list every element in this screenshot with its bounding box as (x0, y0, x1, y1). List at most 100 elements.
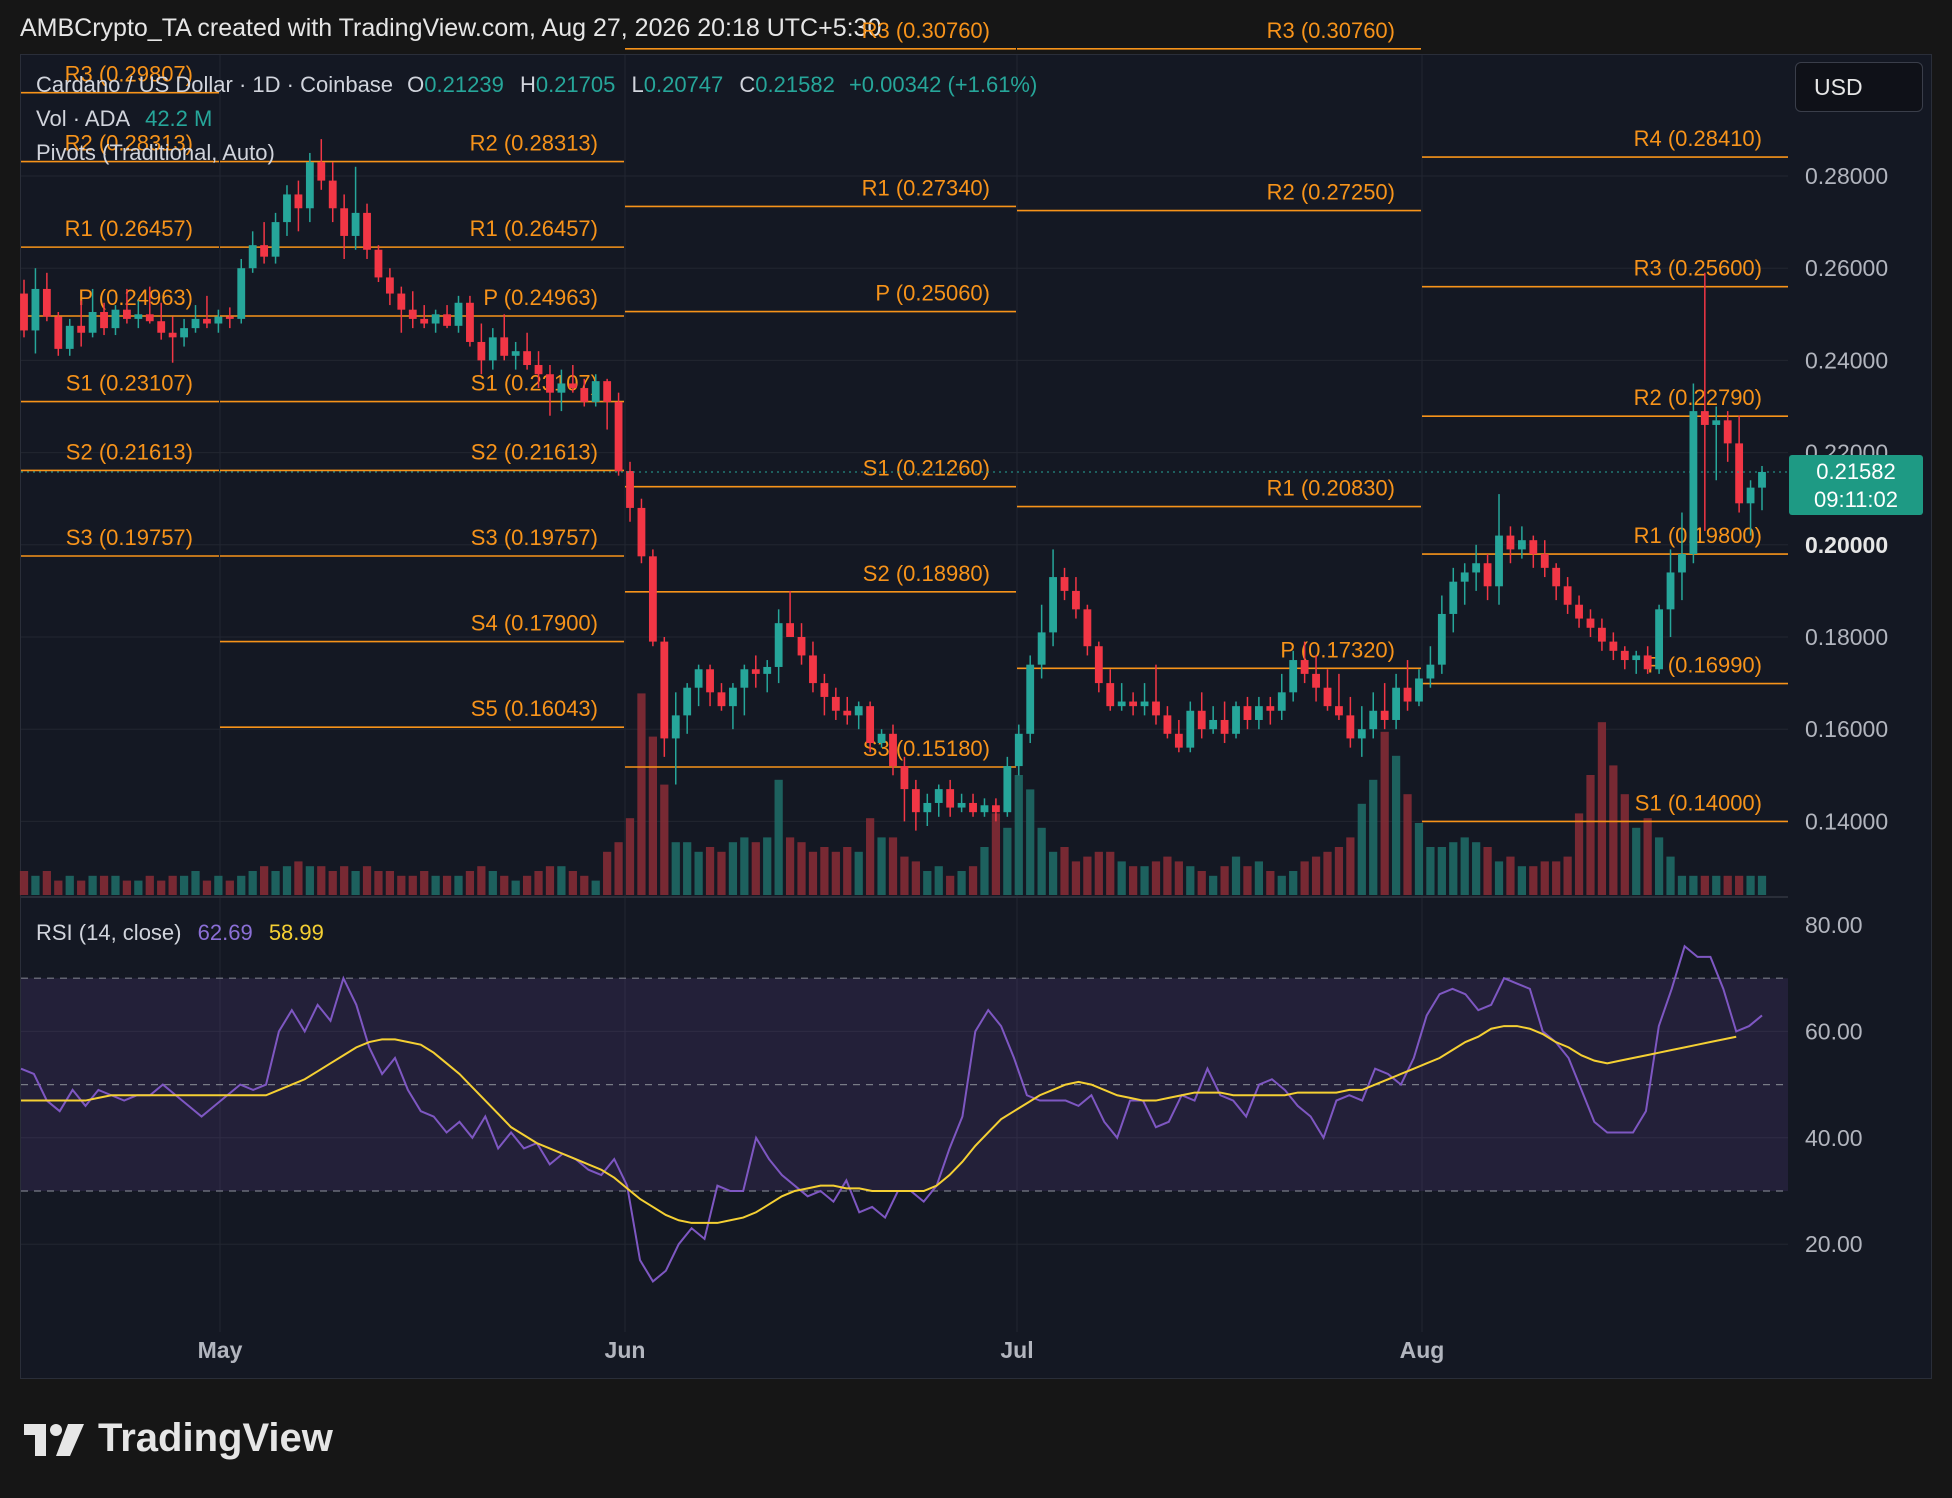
candle-body (340, 208, 349, 236)
candle-body (134, 314, 143, 319)
volume-bar (19, 871, 29, 895)
pivot-label: S4 (0.17900) (471, 611, 598, 636)
volume-bar (763, 837, 772, 895)
pivot-label: S1 (0.21260) (863, 456, 990, 481)
candle-body (603, 381, 612, 402)
candle-body (77, 325, 86, 333)
tradingview-wordmark[interactable]: TradingView (98, 1416, 333, 1460)
pivot-label: S2 (0.21613) (66, 439, 193, 464)
close-label: C (739, 72, 756, 97)
symbol-name[interactable]: Cardano / US Dollar · 1D · Coinbase (36, 72, 394, 97)
volume-bar (1632, 827, 1641, 895)
pivot-levels: R3 (0.29807) R2 (0.28313) R1 (0.26457) P (0… (21, 18, 1788, 823)
candle-body (203, 318, 211, 324)
volume-bar (774, 779, 783, 895)
candle-body (831, 696, 840, 711)
candle-body (1163, 715, 1172, 734)
volume-bar (1254, 861, 1264, 895)
volume-bar (145, 875, 154, 895)
volume-bar (797, 842, 806, 895)
candle-body (1678, 554, 1686, 573)
volume-bar (888, 837, 898, 895)
pivot-label: R4 (0.28410) (1634, 126, 1762, 151)
volume-bar (877, 837, 886, 895)
chart-frame[interactable] (20, 54, 1932, 1379)
candles (20, 139, 1788, 831)
candle-body (122, 309, 131, 319)
volume-bar (1231, 856, 1241, 895)
candle-body (1460, 572, 1469, 582)
volume-bar (1483, 847, 1492, 895)
pivot-label: R2 (0.28313) (470, 131, 598, 156)
candle-body (694, 669, 703, 688)
candle-body (1529, 540, 1538, 555)
volume-legend[interactable]: Vol · ADA 42.2 M (36, 106, 212, 132)
volume-bar (1677, 875, 1687, 895)
candle-body (1369, 710, 1378, 730)
candle-body (1186, 710, 1195, 748)
candle-body (111, 309, 120, 329)
rsi-ma-value: 58.99 (268, 920, 324, 945)
candle-body (488, 337, 497, 361)
volume-bar (328, 871, 337, 895)
last-price: 0.21582 (1816, 459, 1896, 484)
volume-bar (1243, 866, 1252, 895)
candle-body (1094, 646, 1103, 684)
open-value: 0.21239 (424, 72, 504, 97)
volume-bar (111, 875, 120, 895)
volume-bar (1106, 851, 1115, 895)
time-tick-label: May (198, 1337, 243, 1363)
candle-body (957, 802, 966, 808)
price-tick-label: 0.16000 (1805, 716, 1888, 742)
candle-body (1174, 733, 1183, 748)
currency-selector[interactable]: USD (1795, 62, 1923, 112)
volume-bar (1140, 866, 1149, 895)
candle-body (1140, 701, 1149, 707)
volume-bar (1472, 842, 1481, 895)
volume-bar (820, 847, 829, 895)
volume-bar (1563, 856, 1572, 895)
pivots-legend[interactable]: Pivots (Traditional, Auto) (36, 140, 275, 166)
volume-bar (808, 851, 818, 895)
pivot-label: R3 (0.30760) (1267, 18, 1395, 43)
volume-bar (1746, 875, 1755, 895)
candle-body (1517, 540, 1526, 550)
volume-bar (214, 875, 223, 895)
grid-lines (21, 55, 1788, 1332)
rsi-legend[interactable]: RSI (14, close) 62.69 58.99 (36, 920, 324, 946)
candle-body (1243, 706, 1252, 720)
candle-body (1300, 660, 1309, 674)
volume-bar (294, 861, 303, 895)
candle-body (1575, 604, 1583, 619)
candle-body (1335, 706, 1343, 716)
volume-bar (1129, 866, 1138, 895)
candle-body (1609, 641, 1618, 651)
volume-bar (248, 871, 257, 895)
pivot-label: R1 (0.26457) (65, 216, 193, 241)
volume-bar (1094, 851, 1103, 895)
rsi-ma-line (21, 1025, 1737, 1224)
volume-bar (1380, 731, 1389, 895)
rsi-tick-label: 60.00 (1805, 1018, 1863, 1044)
volume-bar (1689, 875, 1698, 895)
volume-bar (785, 837, 795, 895)
candle-body (1563, 586, 1572, 605)
candle-body (1357, 729, 1366, 739)
volume-bar (614, 842, 623, 895)
candle-body (866, 706, 875, 744)
low-label: L (631, 72, 644, 97)
candle-body (237, 268, 246, 319)
volume-bar (1060, 847, 1069, 895)
candle-body (1049, 577, 1057, 633)
candle-body (1220, 719, 1229, 734)
volume-bar (65, 875, 74, 895)
candle-body (546, 374, 554, 393)
candle-body (729, 687, 737, 707)
volume-bar (1209, 875, 1218, 895)
volume-bar (1026, 789, 1035, 895)
pivot-label: R3 (0.29807) (65, 62, 193, 87)
candle-body (305, 162, 314, 209)
volume-bar (1071, 861, 1081, 895)
candle-body (260, 245, 269, 257)
